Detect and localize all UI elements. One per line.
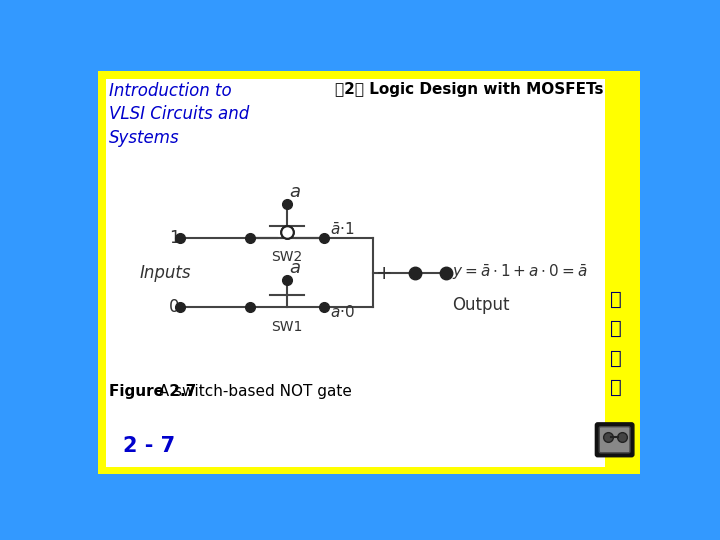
Text: 拄: 拄 — [610, 290, 621, 309]
Text: SW1: SW1 — [271, 320, 302, 334]
FancyBboxPatch shape — [599, 427, 630, 453]
Text: Inputs: Inputs — [139, 264, 191, 282]
Text: $a$·0: $a$·0 — [330, 304, 355, 320]
Text: a: a — [289, 259, 300, 276]
Text: Introduction to
VLSI Circuits and
Systems: Introduction to VLSI Circuits and System… — [109, 82, 249, 147]
Text: SW2: SW2 — [271, 251, 302, 265]
Text: 第2章 Logic Design with MOSFETs: 第2章 Logic Design with MOSFETs — [335, 82, 603, 97]
Text: +: + — [376, 264, 392, 283]
Text: 1: 1 — [169, 229, 179, 247]
Text: $y = \bar{a} \cdot 1 + a \cdot 0 = \bar{a}$: $y = \bar{a} \cdot 1 + a \cdot 0 = \bar{… — [452, 263, 588, 282]
Text: A switch-based NOT gate: A switch-based NOT gate — [148, 384, 351, 400]
Text: 國: 國 — [610, 349, 621, 368]
Text: 纃: 纃 — [610, 378, 621, 397]
Text: Output: Output — [452, 296, 510, 314]
Text: a: a — [289, 183, 300, 201]
Text: 0: 0 — [169, 298, 179, 316]
Text: 2 - 7: 2 - 7 — [122, 436, 175, 456]
Text: Figure 2.7: Figure 2.7 — [109, 384, 196, 400]
Text: 機: 機 — [610, 320, 621, 339]
FancyBboxPatch shape — [595, 423, 634, 457]
Text: $\bar{a}$·1: $\bar{a}$·1 — [330, 222, 355, 239]
